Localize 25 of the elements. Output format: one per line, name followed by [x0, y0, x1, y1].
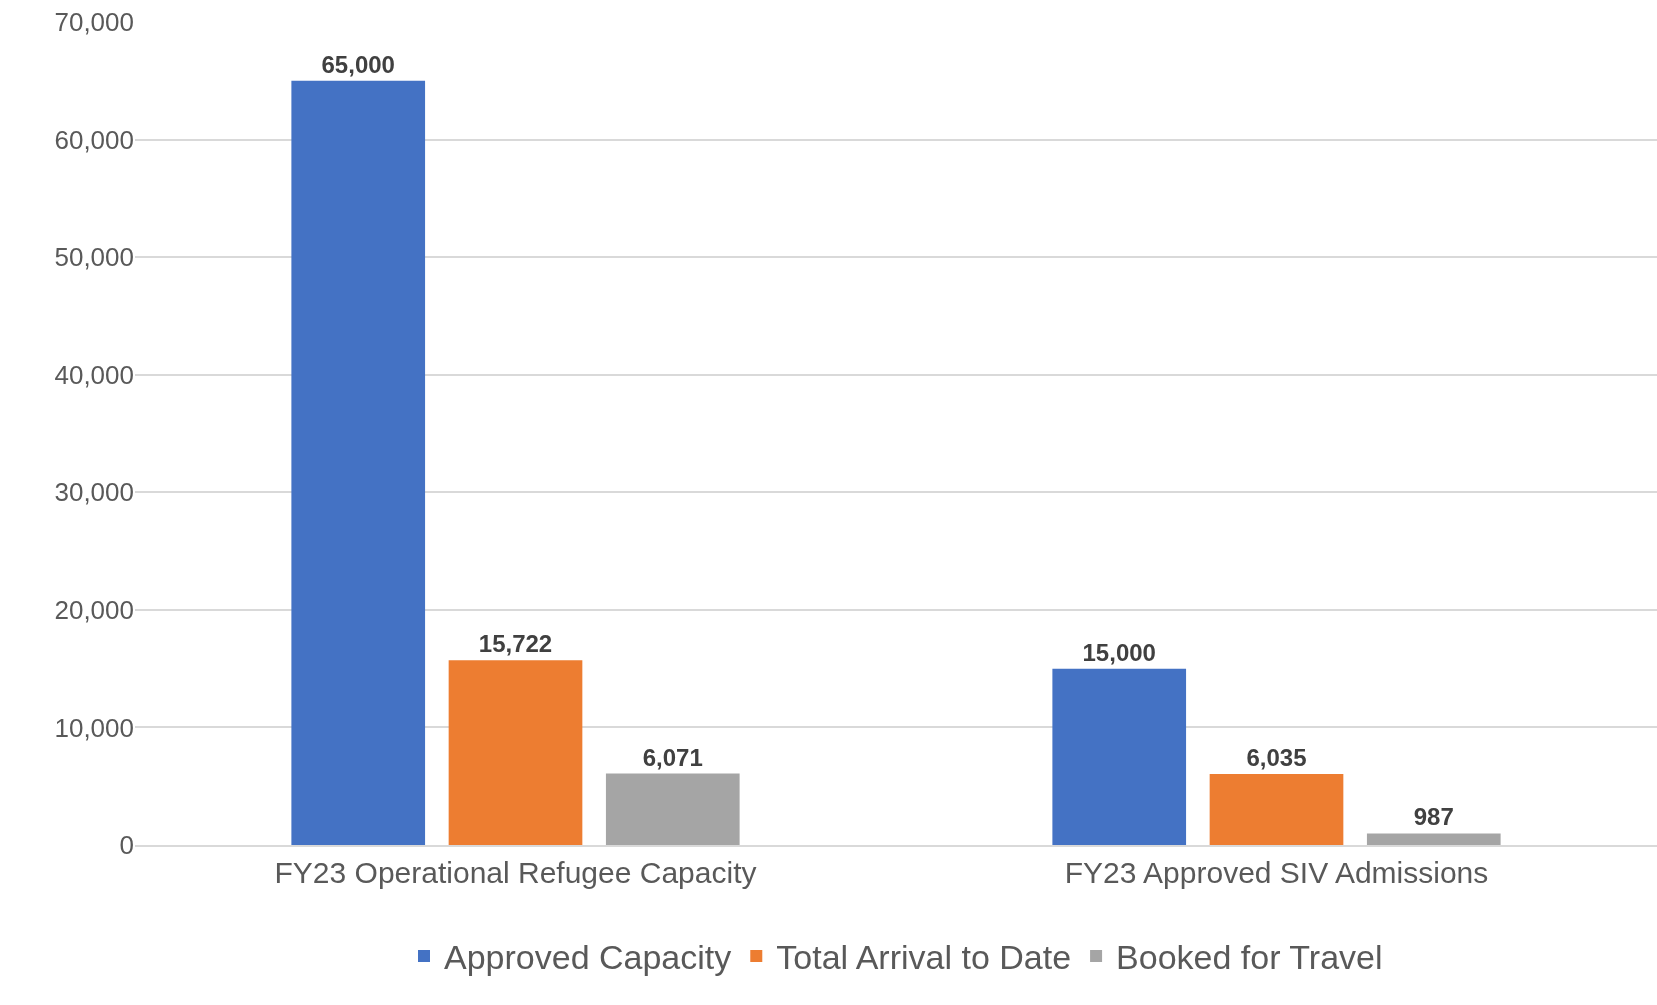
- data-label: 15,000: [1082, 638, 1156, 666]
- legend-label: Booked for Travel: [1116, 938, 1383, 977]
- x-tick-label: FY23 Approved SIV Admissions: [1064, 856, 1489, 889]
- bar: [1052, 668, 1187, 845]
- bar: [605, 773, 740, 845]
- bar: [448, 660, 583, 845]
- data-label: 6,035: [1246, 744, 1307, 772]
- legend-label: Approved Capacity: [444, 938, 732, 977]
- y-tick-label: 70,000: [54, 7, 134, 38]
- data-label: 65,000: [321, 50, 395, 78]
- y-tick-label: 10,000: [54, 712, 134, 743]
- y-tick-label: 50,000: [54, 242, 134, 273]
- y-tick-label: 30,000: [54, 477, 134, 508]
- data-label: 987: [1413, 803, 1454, 831]
- y-tick-label: 20,000: [54, 594, 134, 625]
- data-label: 6,071: [642, 743, 703, 771]
- bar: [291, 80, 426, 845]
- y-tick-label: 0: [119, 830, 134, 861]
- bar: [1209, 774, 1344, 845]
- legend-label: Total Arrival to Date: [776, 938, 1072, 977]
- bar: [1366, 833, 1501, 845]
- y-tick-label: 60,000: [54, 124, 134, 155]
- y-tick-label: 40,000: [54, 359, 134, 390]
- data-label: 15,722: [478, 630, 553, 658]
- x-tick-label: FY23 Operational Refugee Capacity: [274, 856, 757, 889]
